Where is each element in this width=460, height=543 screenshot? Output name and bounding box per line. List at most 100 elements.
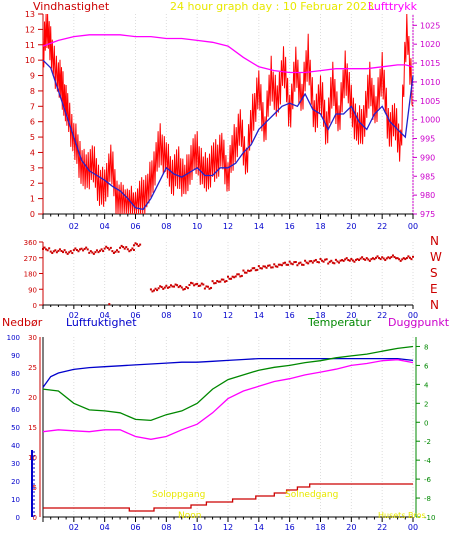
y-left-tick-label: 8 <box>30 87 35 96</box>
direction-point <box>203 287 206 290</box>
direction-point <box>265 266 268 269</box>
direction-point <box>336 260 339 263</box>
direction-point <box>219 280 222 283</box>
direction-point <box>71 252 74 255</box>
direction-point <box>80 247 83 250</box>
temperature-tick-label: 0 <box>424 419 428 427</box>
direction-point <box>48 247 51 250</box>
direction-point <box>347 259 350 262</box>
y-left-tick-label: 90 <box>28 286 37 294</box>
direction-point <box>317 261 320 264</box>
direction-point <box>125 246 128 249</box>
x-tick-label: 18 <box>315 311 325 320</box>
humidity-tick-label: 70 <box>11 388 20 396</box>
direction-point <box>353 260 356 263</box>
direction-point <box>362 258 365 261</box>
direction-point <box>154 287 157 290</box>
x-tick-label: 02 <box>69 523 79 532</box>
x-tick-label: 20 <box>346 523 356 532</box>
sunrise-label: Soloppgang <box>152 490 205 500</box>
direction-point <box>364 258 367 261</box>
direction-point <box>240 274 243 277</box>
direction-point <box>186 287 189 290</box>
direction-point <box>105 245 108 248</box>
temperature-tick-label: -8 <box>424 495 431 503</box>
direction-point <box>311 261 314 264</box>
direction-point <box>162 287 165 290</box>
y-right-tick-label: 980 <box>420 191 435 200</box>
y-right-tick-label: 975 <box>420 210 435 219</box>
direction-point <box>191 282 194 285</box>
y-right-tick-label: 1020 <box>420 40 440 49</box>
wind-speed-label: Vindhastighet <box>33 0 110 13</box>
direction-point <box>341 259 344 262</box>
x-tick-label: 20 <box>346 222 356 231</box>
direction-point <box>205 285 208 288</box>
direction-point <box>119 246 122 249</box>
x-tick-label: 18 <box>315 523 325 532</box>
direction-point <box>151 290 154 293</box>
pressure-label: Lufttrykk <box>368 0 418 13</box>
humidity-tick-label: 10 <box>11 496 20 504</box>
precip-label: Nedbør <box>2 316 43 329</box>
x-tick-label: 00 <box>408 311 418 320</box>
direction-point <box>188 283 191 286</box>
direction-point <box>174 283 177 286</box>
x-tick-label: 08 <box>161 523 171 532</box>
direction-point <box>199 284 202 287</box>
direction-point <box>132 248 135 251</box>
y-right-tick-label: 995 <box>420 135 435 144</box>
direction-point <box>233 276 236 279</box>
direction-point <box>251 267 254 270</box>
y-left-tick-label: 0 <box>33 302 37 310</box>
x-tick-label: 04 <box>100 523 110 532</box>
direction-point <box>382 257 385 260</box>
y-left-tick-label: 12 <box>25 25 35 34</box>
humidity-line <box>42 357 414 388</box>
direction-point <box>210 286 213 289</box>
direction-point <box>123 247 126 250</box>
direction-point <box>166 286 169 289</box>
direction-point <box>365 257 368 260</box>
temperature-tick-label: -2 <box>424 438 431 446</box>
temperature-tick-label: 8 <box>424 343 428 351</box>
direction-point <box>301 263 303 266</box>
direction-point <box>401 258 404 261</box>
direction-point <box>390 256 393 259</box>
x-tick-label: 10 <box>192 311 202 320</box>
direction-point <box>253 267 256 270</box>
y-left-tick-label: 180 <box>24 271 37 279</box>
precip-tick-label: 15 <box>28 424 37 432</box>
x-tick-label: 22 <box>377 311 387 320</box>
direction-point <box>206 285 209 288</box>
dewpoint-line <box>42 359 414 440</box>
x-tick-label: 20 <box>346 311 356 320</box>
direction-point <box>395 257 398 260</box>
x-tick-label: 04 <box>100 311 110 320</box>
direction-point <box>299 261 302 264</box>
y-right-tick-label: 1000 <box>420 116 440 125</box>
direction-point <box>208 287 211 290</box>
direction-point <box>43 246 46 249</box>
direction-point <box>88 251 91 254</box>
direction-point <box>376 255 379 258</box>
x-tick-label: 00 <box>408 222 418 231</box>
y-left-tick-label: 3 <box>30 164 35 173</box>
direction-point <box>214 282 217 285</box>
direction-point <box>134 242 137 245</box>
compass-label: E <box>430 282 438 296</box>
direction-point <box>52 250 55 253</box>
direction-point <box>165 284 168 287</box>
direction-point <box>396 257 399 260</box>
direction-point <box>177 286 180 289</box>
direction-point <box>197 284 200 287</box>
direction-point <box>373 258 376 261</box>
direction-point <box>307 262 310 265</box>
direction-point <box>100 248 103 251</box>
direction-point <box>106 247 109 250</box>
x-tick-label: 18 <box>315 222 325 231</box>
direction-point <box>171 285 174 288</box>
direction-point <box>356 258 359 261</box>
direction-point <box>243 271 246 274</box>
x-tick-label: 12 <box>223 222 233 231</box>
